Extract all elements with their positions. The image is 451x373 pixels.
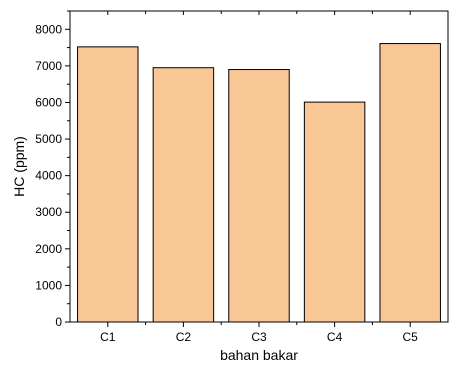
y-tick-label: 0: [55, 315, 62, 329]
bar-c4: [303, 101, 366, 323]
y-tick-label: 1000: [35, 278, 62, 292]
y-tick-label: 7000: [35, 59, 62, 73]
plot-frame: [69, 10, 449, 323]
x-tick-label-c3: C3: [251, 330, 267, 344]
x-tick-label-c5: C5: [403, 330, 419, 344]
y-tick-label: 2000: [35, 242, 62, 256]
y-tick-label: 6000: [35, 95, 62, 109]
y-tick-label: 5000: [35, 132, 62, 146]
bar-c1: [77, 46, 139, 323]
y-tick-label: 4000: [35, 169, 62, 183]
y-tick-label: 8000: [35, 22, 62, 36]
x-tick-label-c1: C1: [100, 330, 116, 344]
bar-c5: [379, 43, 441, 323]
bar-c3: [228, 69, 290, 323]
x-tick-label-c4: C4: [327, 330, 343, 344]
y-axis-title: HC (ppm): [11, 136, 27, 197]
x-axis-ticks: C1 C2 C3 C4 C5: [100, 11, 418, 344]
bars-group: [77, 43, 441, 323]
x-tick-label-c2: C2: [176, 330, 192, 344]
bar-c2: [152, 67, 215, 323]
x-axis-title: bahan bakar: [220, 347, 298, 363]
y-tick-label: 3000: [35, 205, 62, 219]
y-axis-ticks: 0 1000 2000 3000 4000 5000 6000 7000 8000: [35, 10, 70, 329]
